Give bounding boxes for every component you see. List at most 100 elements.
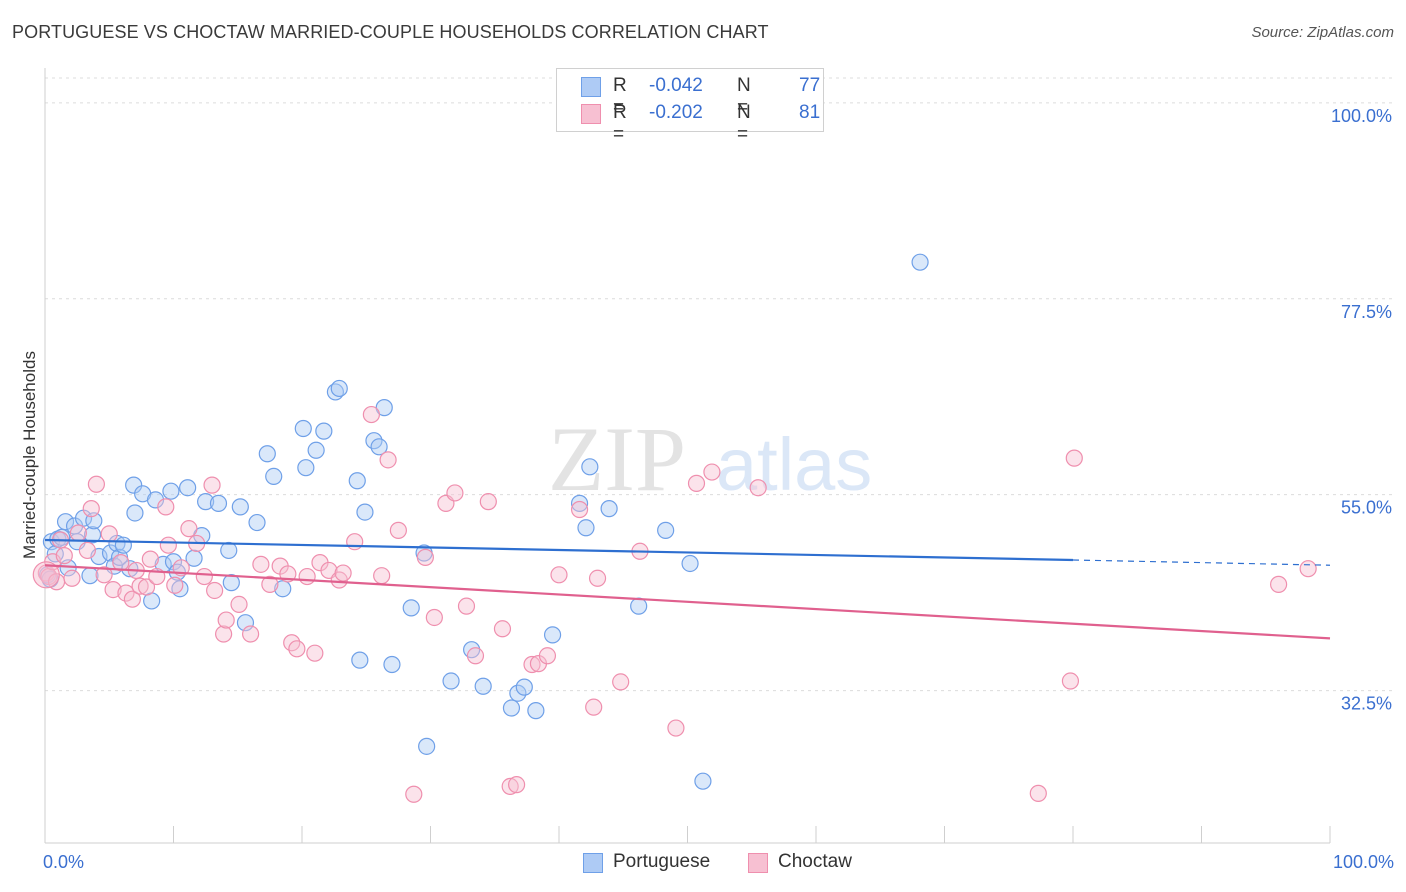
portuguese-point xyxy=(418,737,436,755)
choctaw-point xyxy=(141,550,159,568)
choctaw-point xyxy=(69,524,88,542)
x-tick-min: 0.0% xyxy=(43,852,85,872)
portuguese-point xyxy=(83,526,102,544)
choctaw-point xyxy=(466,647,485,665)
choctaw-point xyxy=(104,581,122,599)
portuguese-point xyxy=(114,536,132,554)
x-tick-max: 100.0% xyxy=(1332,852,1394,872)
choctaw-point xyxy=(493,620,512,638)
choctaw-point xyxy=(405,785,423,803)
choctaw-point xyxy=(288,640,306,658)
choctaw-point xyxy=(612,673,630,691)
portuguese-point xyxy=(179,479,197,497)
y-tick-labels: 32.5% 55.0% 77.5% 100.0% xyxy=(1331,106,1392,714)
portuguese-point xyxy=(126,504,144,522)
choctaw-point xyxy=(63,569,81,587)
portuguese-point xyxy=(383,655,401,674)
portuguese-legend-swatch xyxy=(583,853,603,873)
portuguese-point xyxy=(209,494,228,512)
choctaw-point xyxy=(1299,560,1317,578)
choctaw-point xyxy=(446,484,464,502)
stats-legend: R = -0.042 N = 77 R = -0.202 N = 81 xyxy=(556,68,824,145)
choctaw-point xyxy=(1029,784,1047,802)
choctaw-point xyxy=(159,536,177,554)
choctaw-point xyxy=(131,577,149,595)
choctaw-point xyxy=(667,719,685,737)
choctaw-point xyxy=(78,541,97,560)
choctaw-point xyxy=(242,625,260,643)
portuguese-point xyxy=(509,684,527,702)
portuguese-point xyxy=(265,467,283,485)
portuguese-r-value: -0.042 xyxy=(649,75,703,96)
r-label: R = xyxy=(613,75,627,118)
portuguese-point xyxy=(315,422,333,440)
portuguese-point xyxy=(681,554,699,573)
portuguese-point xyxy=(236,614,255,632)
portuguese-point xyxy=(348,472,366,490)
portuguese-point xyxy=(402,599,420,617)
choctaw-r-value: -0.202 xyxy=(649,102,703,123)
choctaw-point xyxy=(1269,575,1288,593)
choctaw-point xyxy=(1061,672,1080,690)
choctaw-point xyxy=(334,564,352,582)
portuguese-point xyxy=(527,702,545,720)
portuguese-point xyxy=(515,678,533,696)
portuguese-point xyxy=(162,482,180,500)
choctaw-point xyxy=(157,498,175,516)
choctaw-n-value: 81 xyxy=(799,102,821,123)
gridlines xyxy=(45,77,1392,692)
choctaw-point xyxy=(306,644,324,662)
choctaw-point xyxy=(55,547,73,565)
portuguese-point xyxy=(502,699,521,717)
choctaw-trend-line xyxy=(44,564,1331,640)
trend-lines xyxy=(44,538,1331,640)
y-tick-label: 55.0% xyxy=(1341,498,1392,518)
portuguese-point xyxy=(351,651,369,669)
choctaw-point xyxy=(195,567,213,586)
portuguese-trend-line xyxy=(44,538,1074,562)
y-tick-label: 77.5% xyxy=(1341,302,1392,322)
series-legend: Portuguese Choctaw xyxy=(0,851,1406,877)
choctaw-point xyxy=(501,777,519,795)
r-label: R = xyxy=(613,102,627,145)
portuguese-point xyxy=(370,438,388,456)
axes xyxy=(44,68,1331,844)
portuguese-point xyxy=(474,677,492,695)
portuguese-point xyxy=(297,459,315,477)
data-points xyxy=(32,253,1317,803)
portuguese-point xyxy=(222,574,240,592)
portuguese-point xyxy=(356,503,374,521)
portuguese-point xyxy=(630,597,648,615)
choctaw-point xyxy=(230,595,248,614)
portuguese-point xyxy=(442,672,460,690)
choctaw-point xyxy=(252,555,270,573)
portuguese-point xyxy=(307,441,325,459)
choctaw-point xyxy=(180,520,198,538)
portuguese-point xyxy=(258,445,276,463)
choctaw-point xyxy=(703,463,721,481)
choctaw-point xyxy=(749,479,767,497)
choctaw-legend-label: Choctaw xyxy=(778,851,852,872)
choctaw-swatch xyxy=(581,104,601,124)
choctaw-point xyxy=(123,590,141,608)
y-tick-label: 100.0% xyxy=(1331,106,1392,126)
portuguese-point xyxy=(125,476,143,494)
y-tick-label: 32.5% xyxy=(1341,694,1392,714)
choctaw-point xyxy=(298,567,316,586)
portuguese-swatch xyxy=(581,77,601,97)
choctaw-point xyxy=(457,597,476,615)
portuguese-point xyxy=(56,513,75,531)
choctaw-point xyxy=(507,776,526,794)
choctaw-point xyxy=(538,647,557,665)
choctaw-point xyxy=(1065,449,1083,467)
portuguese-point xyxy=(570,494,589,512)
portuguese-point xyxy=(657,521,675,539)
n-label: N = xyxy=(737,102,751,145)
portuguese-point xyxy=(543,626,562,644)
portuguese-point xyxy=(577,519,595,537)
choctaw-point xyxy=(217,611,235,629)
choctaw-point xyxy=(479,493,497,511)
portuguese-point xyxy=(694,772,712,790)
choctaw-point xyxy=(117,584,135,602)
